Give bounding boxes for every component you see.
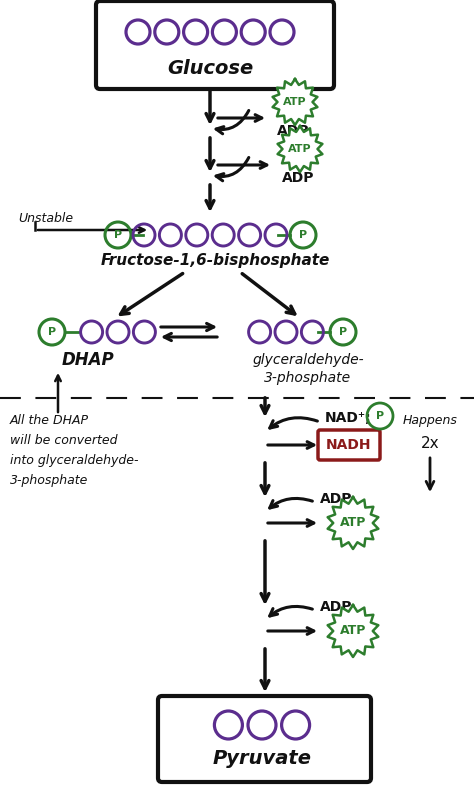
Text: Glucose: Glucose xyxy=(167,58,253,77)
Text: will be converted: will be converted xyxy=(10,433,118,447)
Text: P: P xyxy=(376,411,384,421)
FancyBboxPatch shape xyxy=(158,696,371,782)
Text: DHAP: DHAP xyxy=(62,351,114,369)
Polygon shape xyxy=(328,605,378,657)
Text: NAD⁺;: NAD⁺; xyxy=(325,411,372,425)
Text: P: P xyxy=(339,327,347,337)
Polygon shape xyxy=(273,79,318,125)
Text: ATP: ATP xyxy=(283,97,307,107)
Polygon shape xyxy=(278,126,322,172)
Polygon shape xyxy=(328,497,378,549)
Text: ATP: ATP xyxy=(340,516,366,530)
Text: 3-phosphate: 3-phosphate xyxy=(10,474,88,486)
Text: All the DHAP: All the DHAP xyxy=(10,414,89,426)
Text: ATP: ATP xyxy=(288,144,312,154)
Text: 2x: 2x xyxy=(421,436,439,451)
Text: ADP: ADP xyxy=(320,600,353,614)
Text: ATP: ATP xyxy=(340,625,366,637)
Text: 3-phosphate: 3-phosphate xyxy=(264,371,352,385)
Text: P: P xyxy=(114,230,122,240)
Text: ADP: ADP xyxy=(277,124,309,138)
Text: glyceraldehyde-: glyceraldehyde- xyxy=(252,353,364,367)
Text: into glyceraldehyde-: into glyceraldehyde- xyxy=(10,454,138,466)
Text: Pyruvate: Pyruvate xyxy=(212,749,311,768)
Text: ADP: ADP xyxy=(282,171,314,185)
Text: Happens: Happens xyxy=(402,414,457,426)
Text: P: P xyxy=(299,230,307,240)
FancyBboxPatch shape xyxy=(96,1,334,89)
Text: Unstable: Unstable xyxy=(18,211,73,225)
Text: Fructose-1,6-bisphosphate: Fructose-1,6-bisphosphate xyxy=(100,252,330,267)
Text: P: P xyxy=(48,327,56,337)
Text: NADH: NADH xyxy=(326,438,372,452)
Text: ADP: ADP xyxy=(320,492,353,506)
FancyBboxPatch shape xyxy=(318,430,380,460)
